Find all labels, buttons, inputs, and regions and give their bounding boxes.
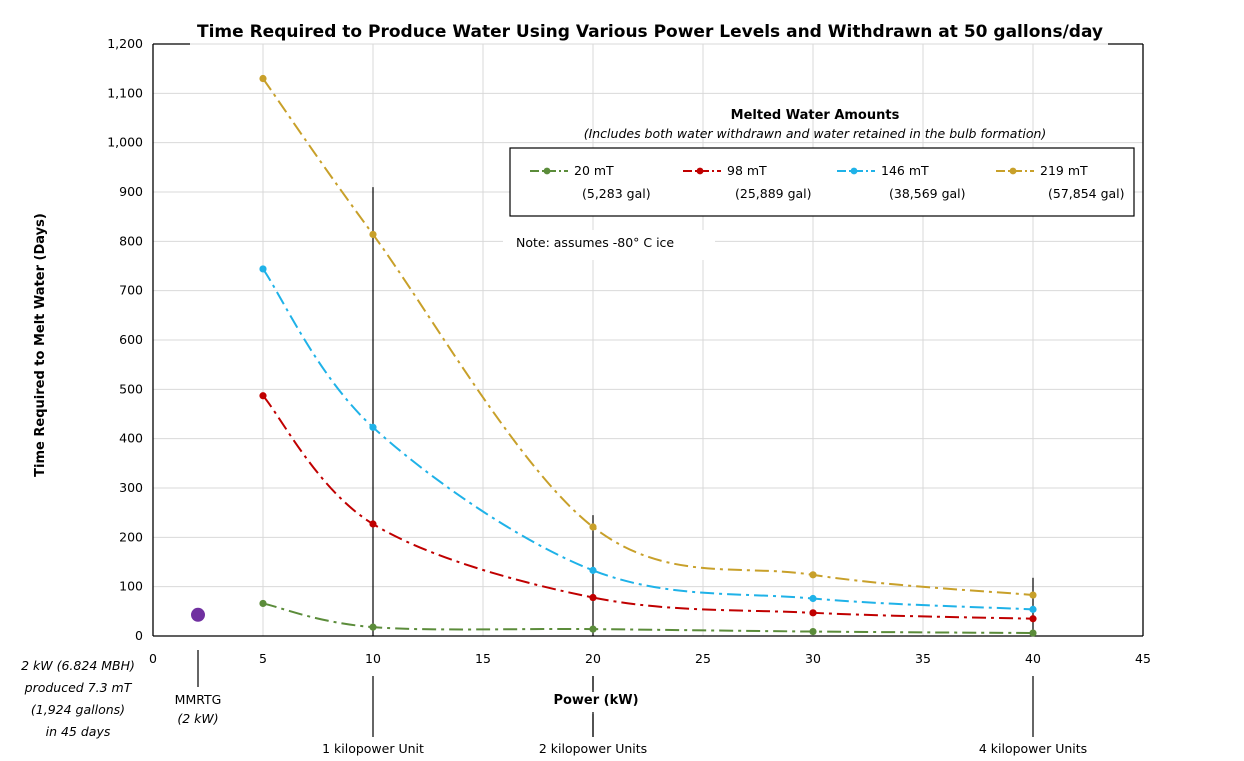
kilopower-label: 2 kilopower Units [539, 741, 647, 756]
mmrtg-point [191, 607, 205, 622]
legend-subtitle: (Includes both water withdrawn and water… [584, 126, 1047, 141]
y-tick-label: 600 [119, 332, 143, 347]
data-point [809, 571, 817, 579]
series-line [262, 395, 1034, 620]
x-tick-label: 15 [475, 651, 491, 666]
y-tick-label: 700 [119, 283, 143, 298]
data-point [1029, 605, 1037, 613]
data-point [809, 627, 817, 636]
x-tick-label: 0 [149, 651, 157, 666]
legend-sub: (57,854 gal) [1048, 186, 1125, 201]
mmrtg-group: MMRTG (2 kW) [175, 607, 222, 726]
data-point [1029, 629, 1037, 637]
legend: Melted Water Amounts (Includes both wate… [509, 108, 1135, 217]
x-tick-label: 25 [695, 651, 711, 666]
data-point [1029, 591, 1037, 599]
y-tick-label: 300 [119, 480, 143, 495]
mmrtg-label: MMRTG [175, 692, 222, 707]
x-tick-label: 35 [915, 651, 931, 666]
legend-swatch-dot [543, 167, 551, 175]
y-axis-label: Time Required to Melt Water (Days) [33, 213, 48, 477]
x-tick-label: 20 [585, 651, 601, 666]
legend-box [509, 147, 1135, 217]
legend-swatch-dot [696, 167, 704, 175]
series-219-mt [259, 74, 1037, 599]
y-tick-label: 1,200 [107, 36, 143, 51]
data-point [259, 599, 267, 608]
data-point [369, 520, 377, 528]
y-tick-label: 500 [119, 381, 143, 396]
side-annotation-line: (1,924 gallons) [31, 702, 125, 717]
y-tick-label: 1,100 [107, 85, 143, 100]
series-20-mt [259, 599, 1037, 637]
y-tick-label: 1,000 [107, 135, 143, 150]
note-background [503, 230, 715, 260]
data-point [1029, 615, 1037, 623]
legend-swatch-dot [1009, 167, 1017, 175]
kilopower-label: 4 kilopower Units [979, 741, 1087, 756]
series-98-mt [259, 392, 1037, 623]
series-146-mt [259, 265, 1037, 613]
plot-frame [152, 43, 1144, 637]
note-text: Note: assumes -80° C ice [516, 235, 674, 250]
legend-item: 98 mT (25,889 gal) [683, 163, 812, 201]
data-point [369, 423, 377, 431]
legend-name: 20 mT [574, 163, 614, 178]
data-point [809, 594, 817, 603]
x-axis-label: Power (kW) [553, 693, 638, 708]
x-tick-label: 5 [259, 651, 267, 666]
series-layer [259, 74, 1037, 637]
data-point [259, 265, 267, 273]
legend-items: 20 mT (5,283 gal) 98 mT (25,889 gal) 146 mT (… [530, 163, 1125, 201]
x-tick-label: 45 [1135, 651, 1151, 666]
data-point [259, 74, 267, 83]
x-tick-label: 30 [805, 651, 821, 666]
legend-swatch-dot [850, 167, 858, 175]
data-point [589, 523, 597, 531]
legend-name: 98 mT [727, 163, 767, 178]
legend-title: Melted Water Amounts [731, 108, 900, 123]
legend-item: 219 mT (57,854 gal) [996, 163, 1125, 201]
side-annotation-line: produced 7.3 mT [24, 680, 133, 695]
data-point [589, 593, 597, 602]
legend-sub: (5,283 gal) [582, 186, 651, 201]
legend-name: 146 mT [881, 163, 929, 178]
marker-gap [585, 692, 601, 712]
x-tick-label: 10 [365, 651, 381, 666]
legend-sub: (25,889 gal) [735, 186, 812, 201]
legend-item: 20 mT (5,283 gal) [530, 163, 651, 201]
data-point [809, 609, 817, 617]
data-point [259, 392, 267, 400]
y-tick-label: 200 [119, 529, 143, 544]
kilopower-markers: 1 kilopower Unit 2 kilopower Units 4 kilop… [322, 187, 1087, 756]
data-point [369, 230, 377, 239]
side-annotation-line: 2 kW (6.824 MBH) [21, 658, 135, 673]
y-tick-label: 900 [119, 184, 143, 199]
legend-name: 219 mT [1040, 163, 1088, 178]
x-tick-label: 40 [1025, 651, 1041, 666]
mmrtg-sublabel: (2 kW) [177, 711, 218, 726]
legend-sub: (38,569 gal) [889, 186, 966, 201]
data-point [589, 566, 597, 574]
data-point [369, 623, 377, 631]
side-annotation-line: in 45 days [46, 724, 111, 739]
y-tick-label: 100 [119, 579, 143, 594]
kilopower-label: 1 kilopower Unit [322, 741, 424, 756]
y-tick-label: 0 [135, 628, 143, 643]
side-annotation: 2 kW (6.824 MBH) produced 7.3 mT (1,924 ga… [21, 658, 135, 739]
legend-item: 146 mT (38,569 gal) [837, 163, 966, 201]
chart-title: Time Required to Produce Water Using Var… [197, 22, 1103, 42]
y-tick-label: 800 [119, 233, 143, 248]
series-line [262, 602, 1034, 635]
y-tick-label: 400 [119, 431, 143, 446]
data-point [589, 625, 597, 633]
tick-labels: 01002003004005006007008009001,0001,1001,… [107, 36, 1151, 666]
series-line [262, 77, 1034, 597]
